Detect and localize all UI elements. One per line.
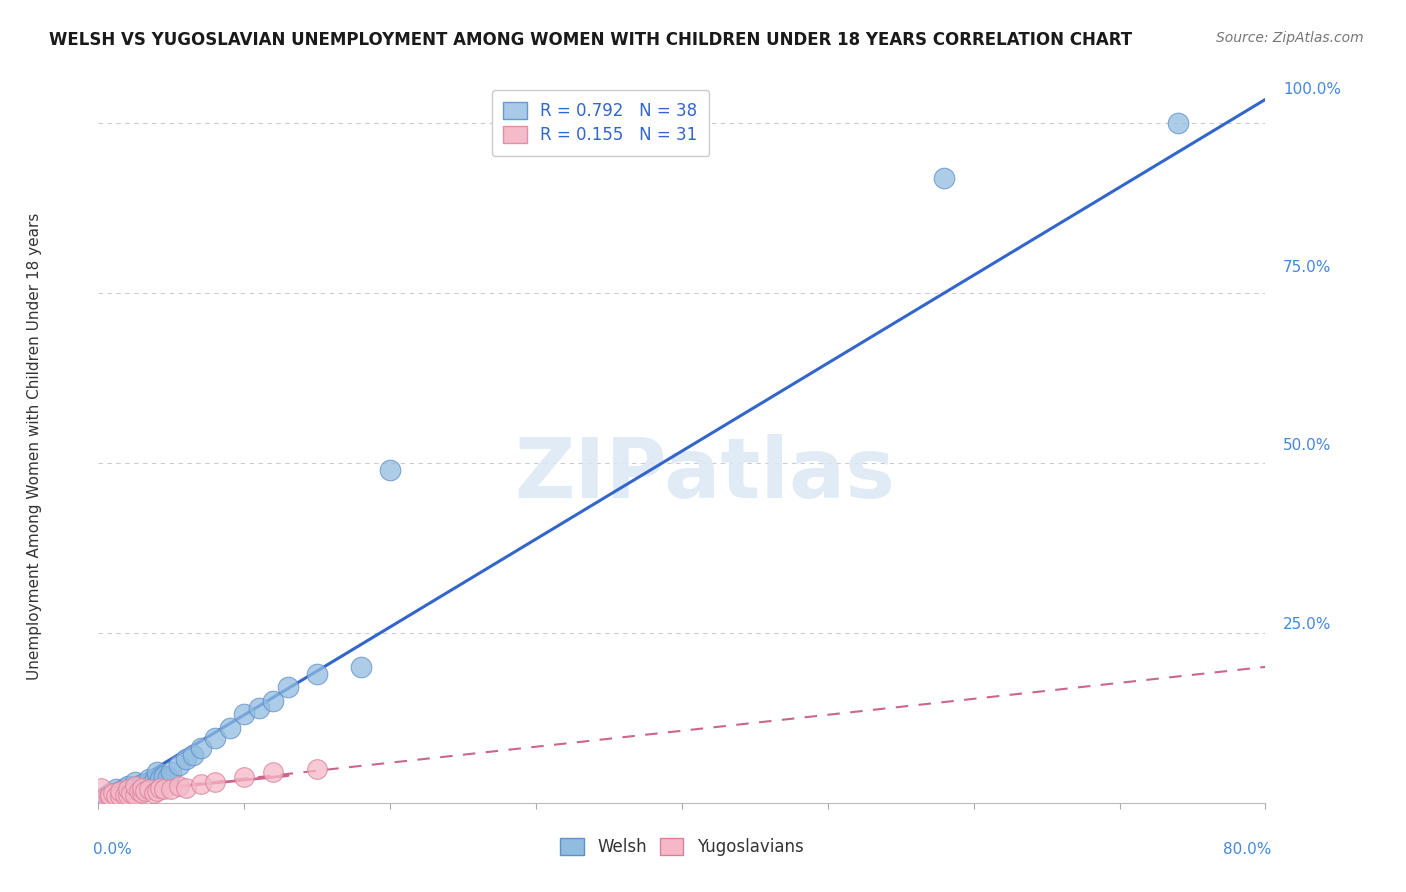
Point: [307, 762, 329, 776]
Point: [94, 790, 117, 805]
Legend: Welsh, Yugoslavians: Welsh, Yugoslavians: [550, 828, 814, 866]
Point: [142, 786, 165, 800]
Point: [167, 758, 190, 772]
Point: [124, 775, 146, 789]
Point: [138, 779, 160, 793]
Text: WELSH VS YUGOSLAVIAN UNEMPLOYMENT AMONG WOMEN WITH CHILDREN UNDER 18 YEARS CORRE: WELSH VS YUGOSLAVIAN UNEMPLOYMENT AMONG …: [49, 31, 1132, 49]
Point: [101, 788, 124, 802]
Text: Unemployment Among Women with Children Under 18 years: Unemployment Among Women with Children U…: [27, 212, 42, 680]
Point: [104, 789, 127, 803]
Point: [124, 782, 146, 797]
Point: [124, 788, 146, 802]
Point: [117, 782, 139, 797]
Point: [97, 789, 120, 803]
Point: [233, 707, 256, 722]
Point: [174, 751, 197, 765]
Point: [128, 783, 150, 797]
Point: [114, 788, 136, 802]
Point: [1167, 116, 1189, 130]
Point: [131, 780, 153, 795]
Point: [138, 782, 160, 797]
Text: 100.0%: 100.0%: [1282, 82, 1341, 96]
Point: [153, 769, 176, 783]
Point: [262, 765, 284, 780]
Point: [101, 786, 124, 800]
Point: [934, 170, 956, 185]
Text: 25.0%: 25.0%: [1282, 617, 1331, 632]
Point: [120, 786, 142, 800]
Point: [110, 783, 132, 797]
Point: [233, 770, 256, 784]
Point: [157, 770, 180, 784]
Point: [190, 741, 212, 756]
Text: 0.0%: 0.0%: [93, 842, 131, 857]
Point: [131, 783, 153, 797]
Text: 50.0%: 50.0%: [1282, 439, 1331, 453]
Point: [98, 788, 121, 802]
Point: [90, 780, 112, 795]
Point: [131, 786, 153, 800]
Point: [378, 463, 402, 477]
Point: [149, 780, 172, 795]
Point: [131, 777, 153, 791]
Point: [110, 789, 132, 803]
Point: [114, 780, 136, 795]
Point: [204, 775, 226, 789]
Point: [247, 700, 270, 714]
Point: [120, 786, 142, 800]
Point: [94, 789, 117, 803]
Point: [160, 765, 183, 780]
Point: [117, 779, 139, 793]
Point: [142, 775, 165, 789]
Point: [134, 783, 156, 797]
Point: [124, 779, 146, 793]
Text: 75.0%: 75.0%: [1282, 260, 1331, 275]
Point: [146, 777, 169, 791]
Point: [146, 783, 169, 797]
Point: [190, 777, 212, 791]
Point: [98, 786, 121, 800]
Point: [167, 779, 190, 793]
Point: [160, 782, 183, 797]
Point: [218, 721, 240, 735]
Point: [110, 783, 132, 797]
Point: [174, 780, 197, 795]
Point: [149, 772, 172, 786]
Point: [350, 660, 373, 674]
Point: [153, 782, 176, 797]
Point: [262, 694, 284, 708]
Point: [277, 680, 299, 694]
Text: 80.0%: 80.0%: [1223, 842, 1271, 857]
Point: [134, 780, 156, 795]
Text: ZIPatlas: ZIPatlas: [515, 434, 896, 515]
Point: [117, 788, 139, 802]
Point: [307, 666, 329, 681]
Point: [138, 772, 160, 786]
Text: Source: ZipAtlas.com: Source: ZipAtlas.com: [1216, 31, 1364, 45]
Point: [181, 748, 204, 763]
Point: [204, 731, 226, 746]
Point: [104, 782, 127, 797]
Point: [128, 779, 150, 793]
Point: [146, 765, 169, 780]
